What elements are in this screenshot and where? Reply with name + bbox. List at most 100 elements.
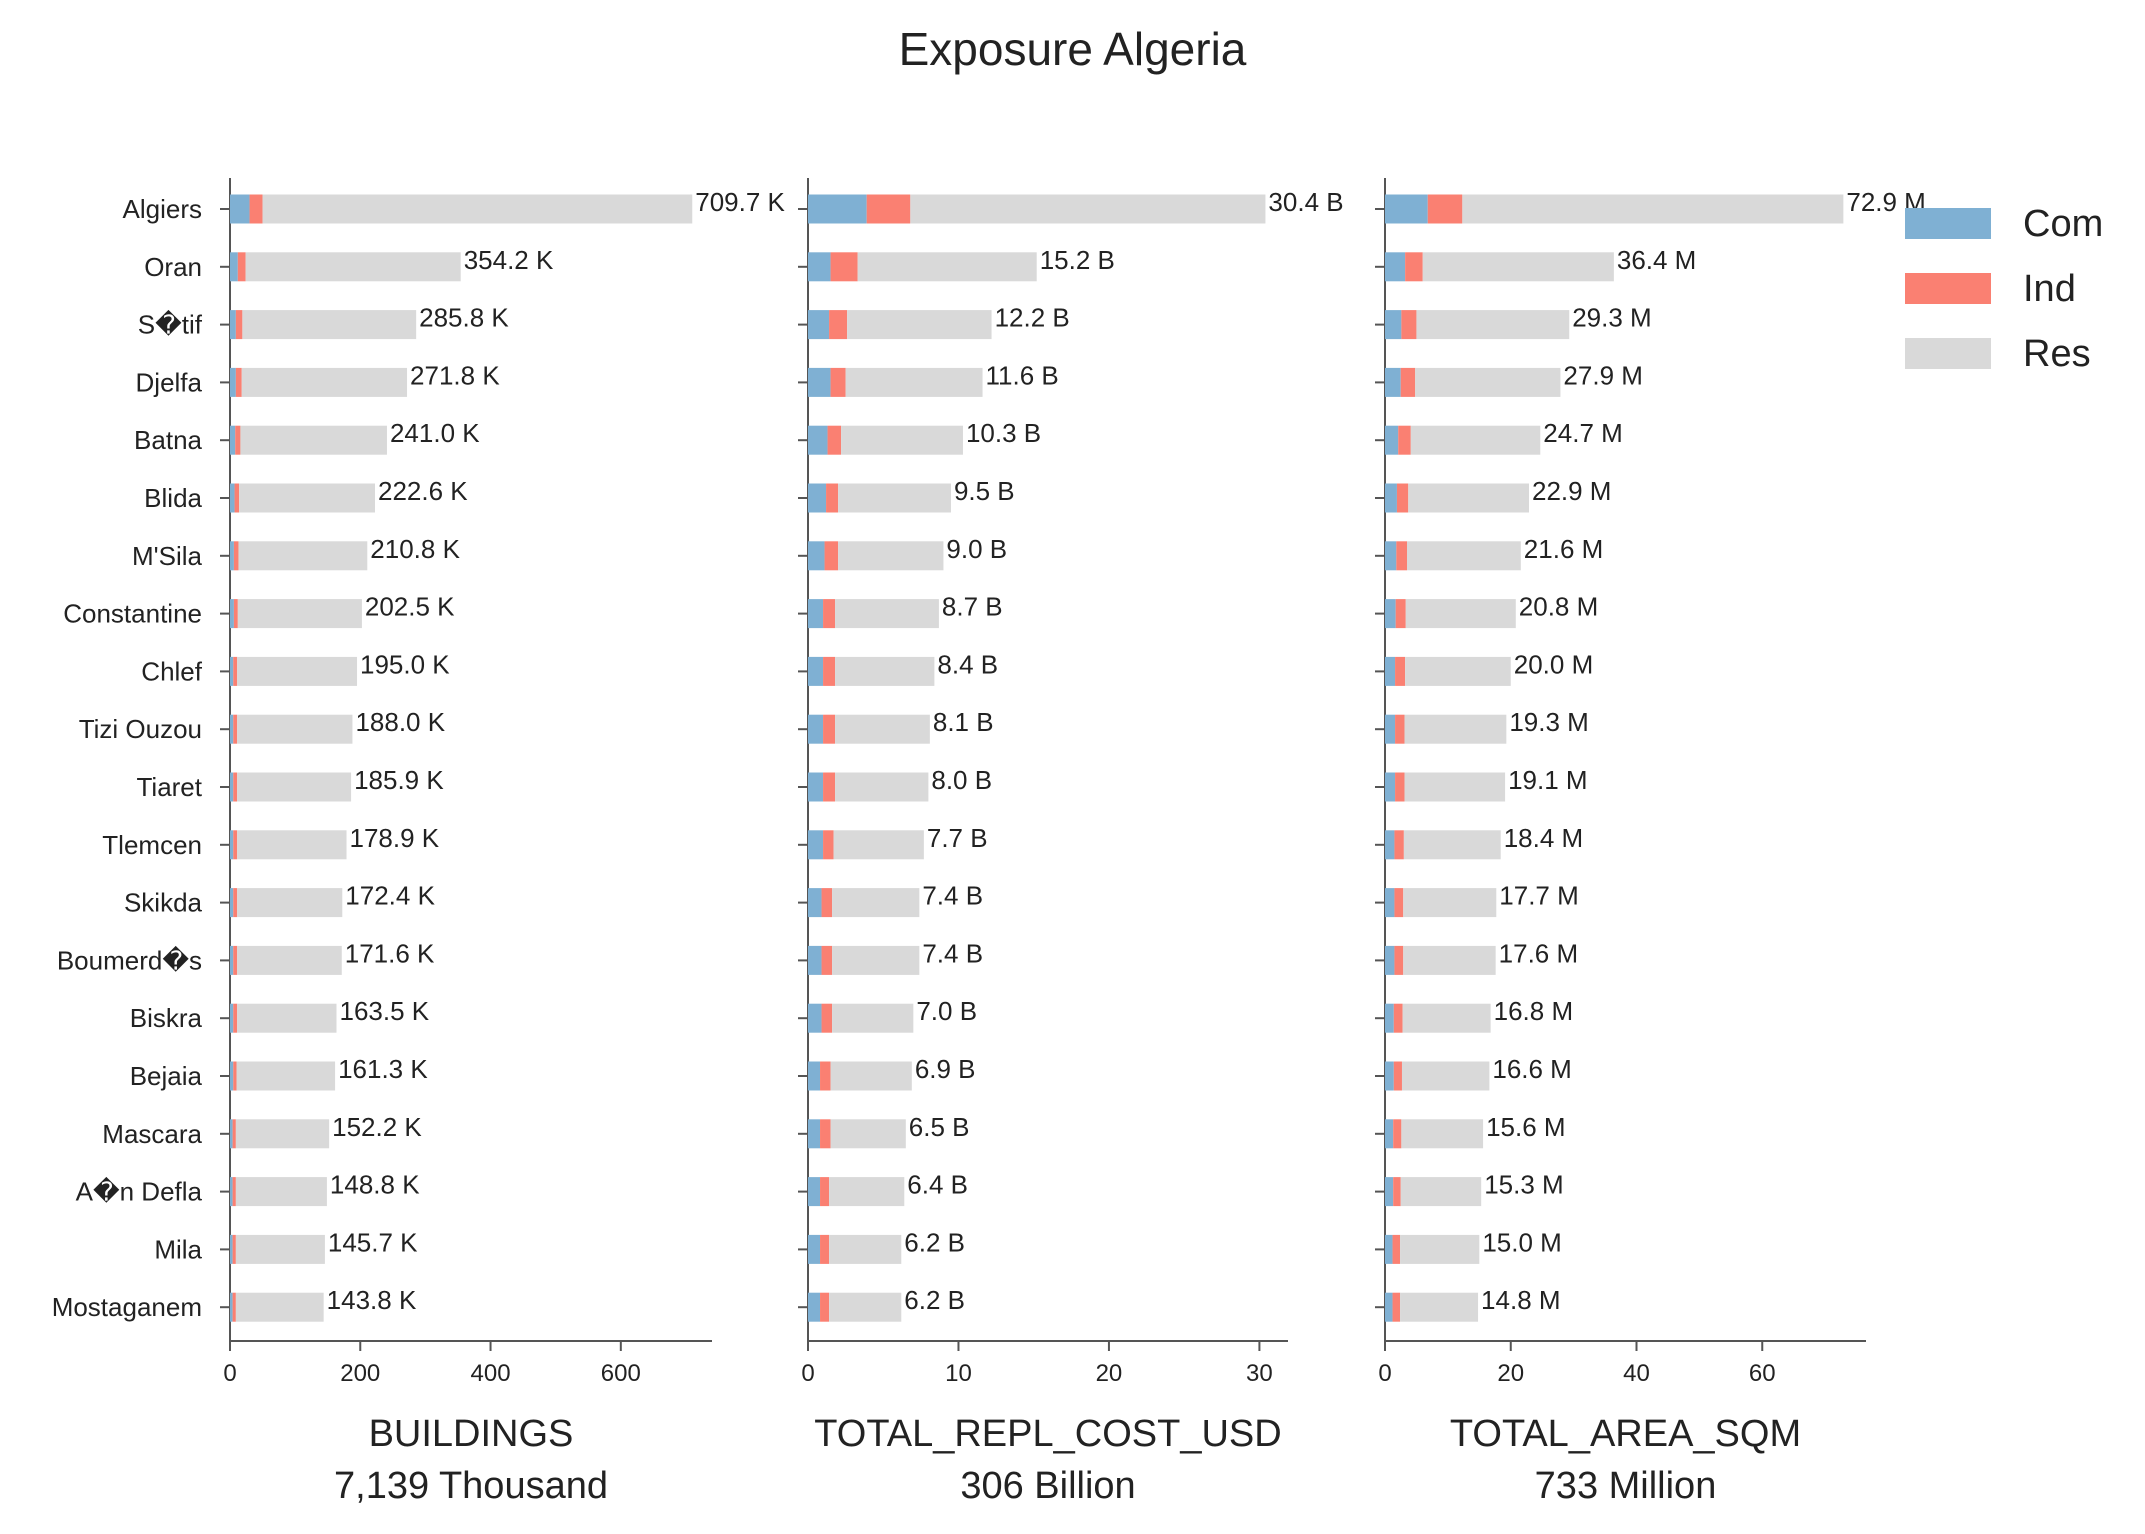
bar-ind [1395,599,1406,629]
bar-total-label: 11.6 B [986,360,1059,390]
category-label: Biskra [130,1003,203,1033]
bar-total-label: 27.9 M [1563,360,1643,390]
bar-com [1385,945,1395,975]
bar-res [237,599,362,629]
bar-total-label: 18.4 M [1504,823,1584,853]
bar-total-label: 271.8 K [410,360,500,390]
legend-swatch-com [1905,208,1991,239]
bar-res [835,599,939,629]
bar-ind [1396,483,1409,513]
x-tick-label: 20 [1096,1360,1123,1387]
bar-total-label: 7.7 B [927,823,988,853]
bar-ind [820,1061,831,1091]
bar-total-label: 12.2 B [995,303,1070,333]
bar-total-label: 6.4 B [907,1170,968,1200]
bar-ind [1392,1234,1401,1264]
bar-ind [829,310,848,340]
bar-ind [235,425,241,455]
bar-res [832,1003,914,1033]
bar-res [1401,1061,1490,1091]
bar-ind [233,1003,238,1033]
bar-com [808,367,831,397]
bar-res [1422,252,1614,282]
bar-com [1385,541,1397,571]
bar-total-label: 188.0 K [355,707,445,737]
bar-com [808,888,822,918]
legend-label-res: Res [2023,333,2091,375]
bar-total-label: 7.0 B [916,996,977,1026]
bar-res [237,888,343,918]
category-label: Tlemcen [102,830,202,860]
bar-total-label: 8.4 B [937,649,998,679]
bar-ind [820,1234,830,1264]
bar-ind [1405,252,1423,282]
bar-total-label: 8.1 B [933,707,994,737]
bar-ind [1393,1061,1402,1091]
x-axis-total: 733 Million [1535,1465,1717,1507]
bar-total-label: 172.4 K [345,881,435,911]
bar-com [230,1003,234,1033]
x-tick-label: 400 [471,1360,511,1387]
bar-ind [233,945,238,975]
bar-com [1385,252,1406,282]
bar-res [829,1234,902,1264]
bar-res [237,656,358,686]
bar-total-label: 15.0 M [1482,1227,1562,1257]
x-axis-total: 306 Billion [960,1465,1135,1507]
bar-ind [821,945,833,975]
bar-total-label: 17.6 M [1499,938,1579,968]
bar-com [1385,830,1395,860]
bar-com [230,599,234,629]
bar-res [238,541,368,571]
category-label: Bejaia [130,1061,203,1091]
bar-ind [233,1061,237,1091]
bar-ind [1427,194,1463,224]
bar-res [845,367,983,397]
bar-res [832,888,920,918]
bar-ind [1395,714,1405,744]
bar-res [237,772,352,802]
bar-res [235,1292,324,1322]
bar-ind [1393,1119,1402,1149]
bar-res [832,945,920,975]
bar-ind [823,599,836,629]
category-label: M'Sila [132,541,203,571]
bar-com [808,772,824,802]
bar-res [240,425,387,455]
bar-com [808,945,822,975]
bar-total-label: 15.2 B [1040,245,1115,275]
bar-com [1385,772,1396,802]
bar-com [230,425,236,455]
bar-ind [866,194,911,224]
bar-com [230,656,234,686]
legend-swatch-res [1905,338,1991,369]
bar-com [808,194,867,224]
bar-com [230,1234,233,1264]
category-label: Skikda [124,888,203,918]
bar-res [1403,888,1497,918]
bar-total-label: 171.6 K [345,938,435,968]
bar-com [808,1003,822,1033]
bar-total-label: 152.2 K [332,1112,422,1142]
bar-res [838,541,944,571]
bar-com [230,194,250,224]
bar-ind [233,888,238,918]
category-label: Chlef [141,656,202,686]
bar-total-label: 7.4 B [922,881,983,911]
bar-total-label: 9.0 B [946,534,1007,564]
bar-ind [826,483,839,513]
bar-com [808,425,828,455]
bar-com [230,772,234,802]
bar-com [1385,888,1395,918]
bar-total-label: 163.5 K [339,996,429,1026]
category-label: Mila [154,1234,202,1264]
x-tick-label: 40 [1623,1360,1650,1387]
bar-total-label: 148.8 K [330,1170,420,1200]
bar-com [1385,1234,1393,1264]
bar-total-label: 19.3 M [1509,707,1589,737]
category-label: Blida [144,483,202,513]
bar-res [241,367,408,397]
bar-ind [1400,367,1416,397]
bar-com [230,888,234,918]
bar-res [833,830,924,860]
